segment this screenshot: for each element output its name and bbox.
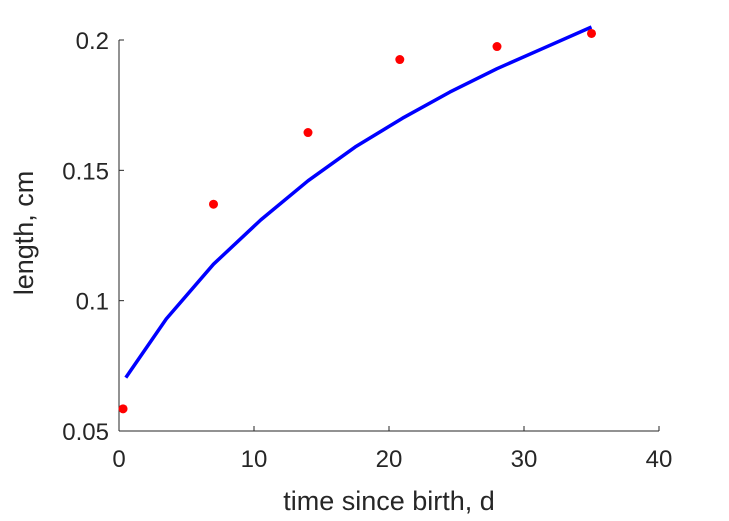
plot-marks <box>118 25 596 414</box>
data-point <box>395 55 405 65</box>
data-point <box>303 128 313 138</box>
x-tick-label: 10 <box>241 446 268 473</box>
y-tick-label: 0.2 <box>76 28 109 55</box>
x-tick-label: 30 <box>511 446 538 473</box>
fit-line <box>124 25 593 379</box>
axes: 0 10 20 30 40 0.05 0.1 0.15 0.2 <box>62 28 672 473</box>
x-axis-label: time since birth, d <box>283 486 495 516</box>
data-point <box>587 28 596 38</box>
x-tick-label: 20 <box>376 446 403 473</box>
y-axis-label: length, cm <box>9 171 39 296</box>
x-tick-label: 40 <box>646 446 673 473</box>
x-tick-label: 0 <box>112 446 125 473</box>
y-tick-label: 0.05 <box>62 419 109 446</box>
data-point <box>118 404 128 414</box>
data-point <box>209 199 218 209</box>
data-point <box>492 42 502 52</box>
y-tick-label: 0.15 <box>62 158 109 185</box>
y-tick-label: 0.1 <box>76 289 109 316</box>
